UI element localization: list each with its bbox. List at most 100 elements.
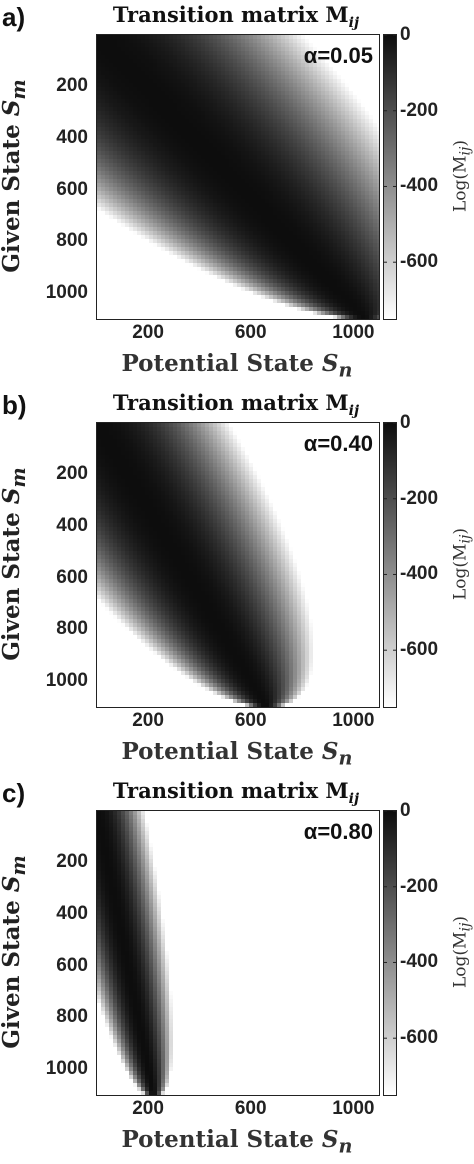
- heatmap-cell: [193, 219, 198, 224]
- heatmap-cell: [349, 111, 354, 116]
- heatmap-cell: [189, 271, 194, 276]
- heatmap-cell: [225, 75, 230, 80]
- heatmap-cell: [349, 255, 354, 260]
- heatmap-cell: [109, 279, 114, 284]
- heatmap-cell: [173, 235, 178, 240]
- heatmap-cell: [105, 143, 110, 148]
- heatmap-cell: [101, 231, 106, 236]
- heatmap-cell: [273, 259, 278, 264]
- heatmap-cell: [105, 307, 110, 312]
- heatmap-cell: [213, 99, 218, 104]
- heatmap-cell: [369, 227, 374, 232]
- heatmap-cell: [293, 151, 298, 156]
- heatmap-cell: [153, 203, 158, 208]
- heatmap-cell: [377, 275, 379, 280]
- heatmap-cell: [261, 75, 266, 80]
- heatmap-cell: [161, 183, 166, 188]
- heatmap-cell: [249, 239, 254, 244]
- heatmap-cell: [293, 207, 298, 212]
- heatmap-cell: [373, 299, 378, 304]
- heatmap-cell: [161, 147, 166, 152]
- heatmap-cell: [361, 199, 366, 204]
- heatmap-cell: [305, 215, 310, 220]
- heatmap-cell: [361, 203, 366, 208]
- heatmap-cell: [197, 179, 202, 184]
- heatmap-cell: [273, 251, 278, 256]
- heatmap-cell: [233, 243, 238, 248]
- heatmap-cell: [321, 95, 326, 100]
- heatmap-cell: [333, 143, 338, 148]
- heatmap-cell: [301, 271, 306, 276]
- heatmap-cell: [129, 131, 134, 136]
- heatmap-cell: [233, 283, 238, 288]
- heatmap-cell: [317, 267, 322, 272]
- heatmap-cell: [137, 315, 142, 319]
- heatmap-cell: [261, 115, 266, 120]
- heatmap-cell: [377, 227, 379, 232]
- heatmap-cell: [97, 227, 102, 232]
- heatmap-cell: [209, 83, 214, 88]
- heatmap-cell: [325, 155, 330, 160]
- heatmap-cell: [221, 119, 226, 124]
- heatmap-cell: [365, 199, 370, 204]
- heatmap-cell: [373, 79, 378, 84]
- heatmap-cell: [233, 159, 238, 164]
- heatmap-cell: [377, 267, 379, 272]
- heatmap-cell: [273, 203, 278, 208]
- heatmap-cell: [169, 107, 174, 112]
- heatmap-cell: [229, 111, 234, 116]
- heatmap-cell: [253, 47, 258, 52]
- heatmap-cell: [317, 147, 322, 152]
- heatmap-cell: [361, 63, 366, 68]
- heatmap-cell: [249, 51, 254, 56]
- heatmap-cell: [257, 135, 262, 140]
- heatmap-cell: [289, 75, 294, 80]
- heatmap-cell: [245, 195, 250, 200]
- heatmap-cell: [197, 303, 202, 308]
- heatmap-cell: [137, 71, 142, 76]
- heatmap-cell: [309, 235, 314, 240]
- heatmap-cell: [181, 99, 186, 104]
- heatmap-cell: [109, 247, 114, 252]
- heatmap-cell: [153, 179, 158, 184]
- heatmap-cell: [309, 295, 314, 300]
- heatmap-cell: [129, 135, 134, 140]
- heatmap-cell: [165, 195, 170, 200]
- heatmap-cell: [333, 123, 338, 128]
- heatmap-cell: [285, 255, 290, 260]
- heatmap-cell: [305, 155, 310, 160]
- heatmap-cell: [233, 179, 238, 184]
- heatmap-cell: [369, 99, 374, 104]
- heatmap-cell: [125, 191, 130, 196]
- heatmap-cell: [201, 247, 206, 252]
- heatmap-cell: [121, 263, 126, 268]
- heatmap-cell: [361, 215, 366, 220]
- heatmap-cell: [301, 239, 306, 244]
- heatmap-cell: [225, 35, 230, 40]
- heatmap-cell: [261, 43, 266, 48]
- heatmap-cell: [105, 195, 110, 200]
- heatmap-cell: [165, 95, 170, 100]
- heatmap-cell: [337, 255, 342, 260]
- heatmap-cell: [129, 59, 134, 64]
- heatmap-cell: [209, 299, 214, 304]
- heatmap-cell: [141, 219, 146, 224]
- heatmap-cell: [337, 143, 342, 148]
- heatmap-cell: [221, 235, 226, 240]
- heatmap-cell: [245, 171, 250, 176]
- heatmap-cell: [349, 159, 354, 164]
- heatmap-cell: [333, 211, 338, 216]
- heatmap-cell: [185, 39, 190, 44]
- heatmap-cell: [133, 83, 138, 88]
- heatmap-cell: [301, 71, 306, 76]
- heatmap-cell: [129, 179, 134, 184]
- heatmap-cell: [249, 147, 254, 152]
- heatmap-cell: [313, 95, 318, 100]
- heatmap-cell: [329, 283, 334, 288]
- heatmap-cell: [117, 155, 122, 160]
- heatmap-cell: [177, 139, 182, 144]
- heatmap-cell: [177, 211, 182, 216]
- heatmap-cell: [217, 39, 222, 44]
- heatmap-cell: [241, 91, 246, 96]
- heatmap-cell: [253, 91, 258, 96]
